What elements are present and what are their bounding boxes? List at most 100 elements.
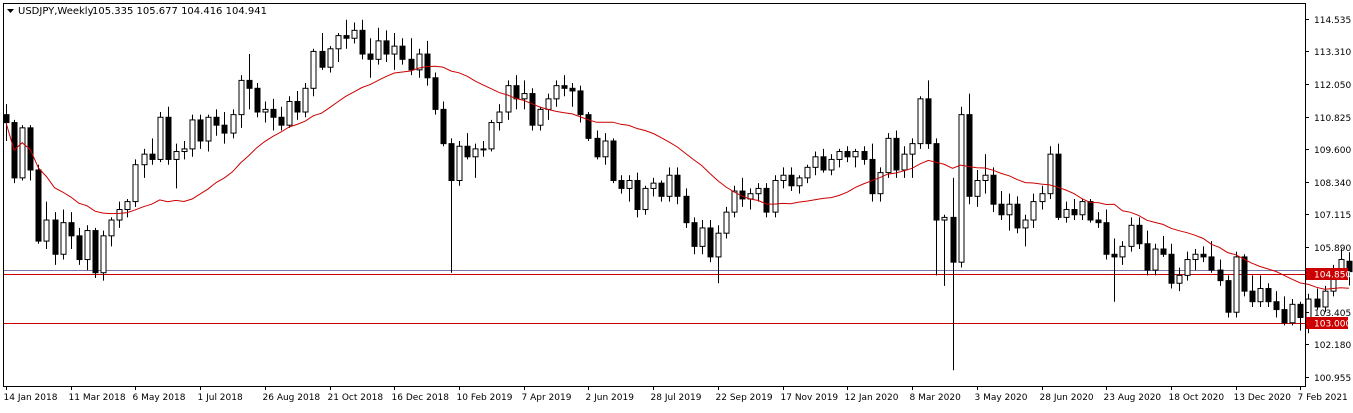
candle-body-down [1111, 253, 1118, 258]
candle [230, 109, 237, 139]
candle [165, 106, 172, 165]
candle [1111, 238, 1118, 302]
candle [149, 138, 156, 165]
candle [100, 230, 107, 281]
candle-body-up [141, 153, 148, 166]
candle-body-down [1014, 203, 1021, 229]
candle-body-down [448, 143, 455, 182]
candle-body-up [286, 100, 293, 126]
candle-body-up [780, 174, 787, 182]
candle-body-up [238, 79, 245, 116]
candle [1200, 246, 1207, 263]
candle-body-down [610, 140, 617, 182]
candle [1241, 254, 1248, 297]
candle [715, 225, 722, 284]
candle [343, 19, 350, 49]
candle-body-down [529, 93, 536, 126]
candle-body-down [1168, 253, 1175, 284]
candle [626, 175, 633, 202]
x-tick-label: 18 Oct 2020 [1169, 393, 1225, 403]
candle [408, 38, 415, 76]
candle-body-down [1103, 222, 1110, 255]
candle [424, 40, 431, 86]
candle [828, 154, 835, 176]
candle-body-down [213, 116, 220, 126]
candle [359, 19, 366, 60]
candle-body-up [941, 216, 948, 221]
candle-body-up [545, 98, 552, 110]
x-tick-label: 26 Aug 2018 [263, 393, 321, 403]
candle [19, 125, 26, 181]
candle-body-down [399, 45, 406, 60]
candle [375, 27, 382, 65]
candle-body-down [221, 124, 228, 134]
candle-body-up [553, 85, 560, 100]
candle [1297, 301, 1304, 331]
candle [1014, 196, 1021, 234]
x-tick-label: 8 Mar 2020 [910, 393, 962, 403]
candle-body-up [699, 227, 706, 247]
candle-body-down [594, 137, 601, 158]
candle-body-up [205, 116, 212, 142]
candle-body-down [933, 143, 940, 221]
candle-body-down [763, 187, 770, 213]
candle [108, 217, 115, 247]
candle [998, 191, 1005, 221]
level-label-bg [1306, 268, 1348, 280]
moving-average-line [5, 65, 1349, 290]
candle-body-down [254, 87, 261, 113]
candle-body-down [367, 53, 374, 60]
candle [780, 167, 787, 189]
candle [1184, 251, 1191, 281]
candle [772, 175, 779, 218]
candle [699, 220, 706, 255]
x-tick-label: 12 Jan 2020 [845, 393, 899, 403]
candle-body-down [569, 87, 576, 92]
x-tick-label: 17 Nov 2019 [781, 393, 839, 403]
candle-body-up [796, 177, 803, 187]
candle-body-down [683, 195, 690, 224]
candle [132, 159, 139, 207]
x-tick-label: 22 Sep 2019 [716, 393, 773, 403]
candle [270, 98, 277, 131]
candle [76, 227, 83, 265]
candle-body-up [1184, 259, 1191, 276]
dropdown-arrow-icon[interactable] [7, 9, 14, 13]
candle [1281, 296, 1288, 326]
candle [723, 206, 730, 239]
candle [1047, 146, 1054, 199]
candle [763, 183, 770, 218]
candle-body-up [19, 127, 26, 179]
candle-body-up [1030, 201, 1037, 221]
candle [529, 88, 536, 131]
candle-body-down [35, 169, 42, 242]
x-tick-label: 10 Feb 2019 [457, 393, 513, 403]
candle-body-down [440, 108, 447, 145]
candle-body-down [1095, 219, 1102, 224]
candle-body-down [869, 158, 876, 195]
candle-body-down [925, 98, 932, 145]
candle [43, 201, 50, 250]
candle [472, 143, 479, 178]
candle [901, 146, 908, 178]
y-tick-label: 108.340 [1314, 179, 1351, 189]
candle [941, 214, 948, 286]
candle-body-down [691, 222, 698, 247]
candle-body-down [1297, 303, 1304, 319]
candle [60, 209, 67, 260]
candle-body-up [1322, 290, 1329, 308]
candle [173, 143, 180, 189]
candle-body-down [1241, 256, 1248, 292]
candle [1119, 241, 1126, 265]
candle-body-down [1265, 288, 1272, 303]
candle-body-up [472, 148, 479, 158]
candle [189, 114, 196, 157]
candle [553, 80, 560, 107]
candle-body-down [424, 53, 431, 79]
candle [933, 138, 940, 276]
x-tick-label: 1 Jul 2018 [198, 393, 243, 403]
candle-body-down [788, 174, 795, 187]
candle-body-down [1346, 260, 1353, 273]
candle-body-up [189, 119, 196, 150]
